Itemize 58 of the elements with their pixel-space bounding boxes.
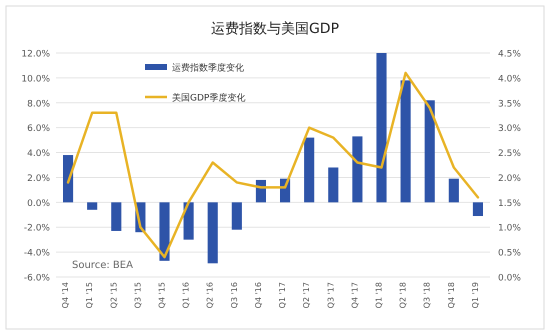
x-tick-label: Q3 '18: [422, 282, 432, 308]
y-tick-label: 6.0%: [27, 124, 50, 134]
y2-tick-label: 3.5%: [498, 99, 522, 110]
y2-tick-label: 1.0%: [498, 224, 522, 234]
y-tick-label: 0.0%: [27, 198, 50, 209]
x-tick-label: Q4 '18: [446, 282, 456, 308]
y-tick-label: 2.0%: [27, 174, 50, 184]
y2-tick-label: 0.5%: [498, 248, 522, 259]
bar: [62, 155, 74, 202]
y-tick-label: 12.0%: [21, 50, 50, 60]
y2-tick-label: 1.5%: [498, 198, 522, 209]
x-tick-label: Q1 '15: [85, 282, 94, 308]
bar: [376, 53, 387, 202]
x-tick-label: Q2 '15: [109, 282, 118, 308]
y2-tick-label: 2.5%: [498, 149, 522, 160]
bar: [424, 100, 435, 202]
x-tick-label: Q1 '17: [278, 282, 288, 308]
x-tick-label: Q1 '18: [374, 282, 384, 308]
x-tick-label: Q4 '17: [350, 282, 360, 308]
line-series: [66, 72, 480, 258]
x-tick-label: Q3 '17: [326, 282, 336, 308]
y2-tick-label: 4.5%: [498, 50, 522, 60]
bar: [184, 202, 194, 240]
legend-label: 运费指数季度变化: [172, 62, 244, 74]
y2-tick-label: 2.0%: [498, 174, 522, 184]
y-tick-label: -6.0%: [24, 274, 50, 284]
annotation: Source: BEA: [72, 260, 134, 271]
x-tick-label: Q3 '16: [230, 282, 239, 308]
chart-title: 运费指数与美国GDP: [210, 21, 340, 37]
bar: [328, 167, 338, 202]
y2-tick-label: 3.0%: [498, 124, 522, 134]
bar: [87, 202, 98, 210]
bar: [208, 202, 218, 264]
x-tick-label: Q2 '16: [206, 282, 215, 308]
bar: [400, 80, 411, 202]
y-tick-label: 8.0%: [27, 99, 50, 110]
bar: [304, 138, 314, 202]
y-tick-label: -4.0%: [24, 248, 50, 259]
x-tick-label: Q4 '16: [254, 282, 263, 308]
x-tick-label: Q4 '15: [158, 282, 166, 308]
bar: [448, 178, 459, 202]
bar: [352, 136, 362, 202]
bar: [472, 202, 484, 216]
x-tick-label: Q1 '16: [182, 282, 191, 308]
y-tick-label: -2.0%: [24, 224, 50, 234]
x-tick-label: Q4 '14: [61, 282, 70, 308]
bar: [159, 202, 170, 261]
y-tick-label: 4.0%: [27, 149, 50, 160]
bar: [232, 202, 242, 230]
x-tick-label: Q2 '18: [398, 282, 408, 308]
bar: [111, 202, 122, 231]
y2-tick-label: 4.0%: [498, 74, 522, 84]
y-tick-label: 10.0%: [21, 74, 50, 84]
legend-label: 美国GDP季度变化: [172, 92, 246, 104]
y2-tick-label: 0.0%: [498, 274, 522, 284]
x-tick-label: Q3 '15: [133, 282, 142, 308]
x-tick-label: Q2 '17: [302, 282, 312, 308]
x-tick-label: Q1 '19: [470, 282, 480, 308]
